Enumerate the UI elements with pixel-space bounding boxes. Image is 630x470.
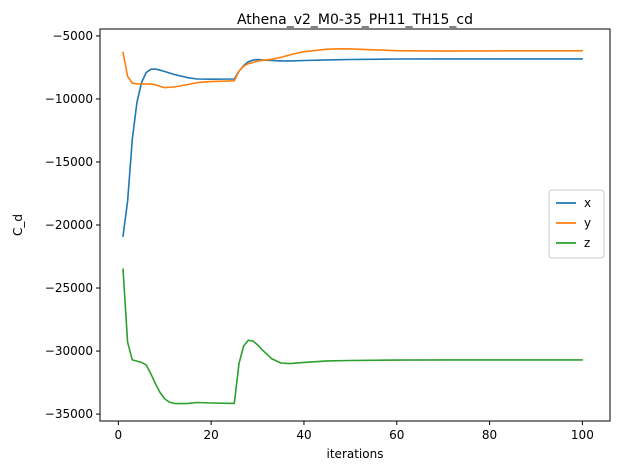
series-line-z	[122, 268, 584, 405]
legend-label-y: y	[584, 216, 591, 230]
x-tick-label: 20	[204, 428, 219, 442]
legend-label-z: z	[584, 236, 590, 250]
chart-title: Athena_v2_M0-35_PH11_TH15_cd	[237, 12, 473, 28]
series-line-y	[122, 47, 584, 89]
y-axis: −35000 −30000 −25000 −20000 −15000 −10000 −500…	[45, 29, 100, 421]
x-tick-label: 60	[389, 428, 404, 442]
legend-box	[548, 189, 605, 259]
series-layer	[122, 47, 584, 405]
y-tick-label: −10000	[45, 92, 93, 106]
y-axis-label: C_d	[11, 214, 25, 236]
plot-area	[99, 28, 611, 422]
y-tick-label: −30000	[45, 344, 93, 358]
x-axis: 0 20 40 60 80 100	[115, 421, 594, 442]
series-line-x	[122, 58, 584, 238]
y-tick-label: −20000	[45, 218, 93, 232]
y-tick-label: −5000	[52, 29, 93, 43]
plot-frame	[99, 28, 611, 422]
x-tick-label: 0	[115, 428, 123, 442]
x-tick-label: 40	[296, 428, 311, 442]
y-tick-label: −15000	[45, 155, 93, 169]
x-tick-label: 100	[571, 428, 594, 442]
x-tick-label: 80	[482, 428, 497, 442]
legend: xyz	[548, 189, 605, 259]
y-tick-label: −25000	[45, 281, 93, 295]
legend-items: xyz	[556, 196, 591, 250]
x-axis-label: iterations	[327, 447, 384, 461]
y-tick-label: −35000	[45, 407, 93, 421]
legend-label-x: x	[584, 196, 591, 210]
